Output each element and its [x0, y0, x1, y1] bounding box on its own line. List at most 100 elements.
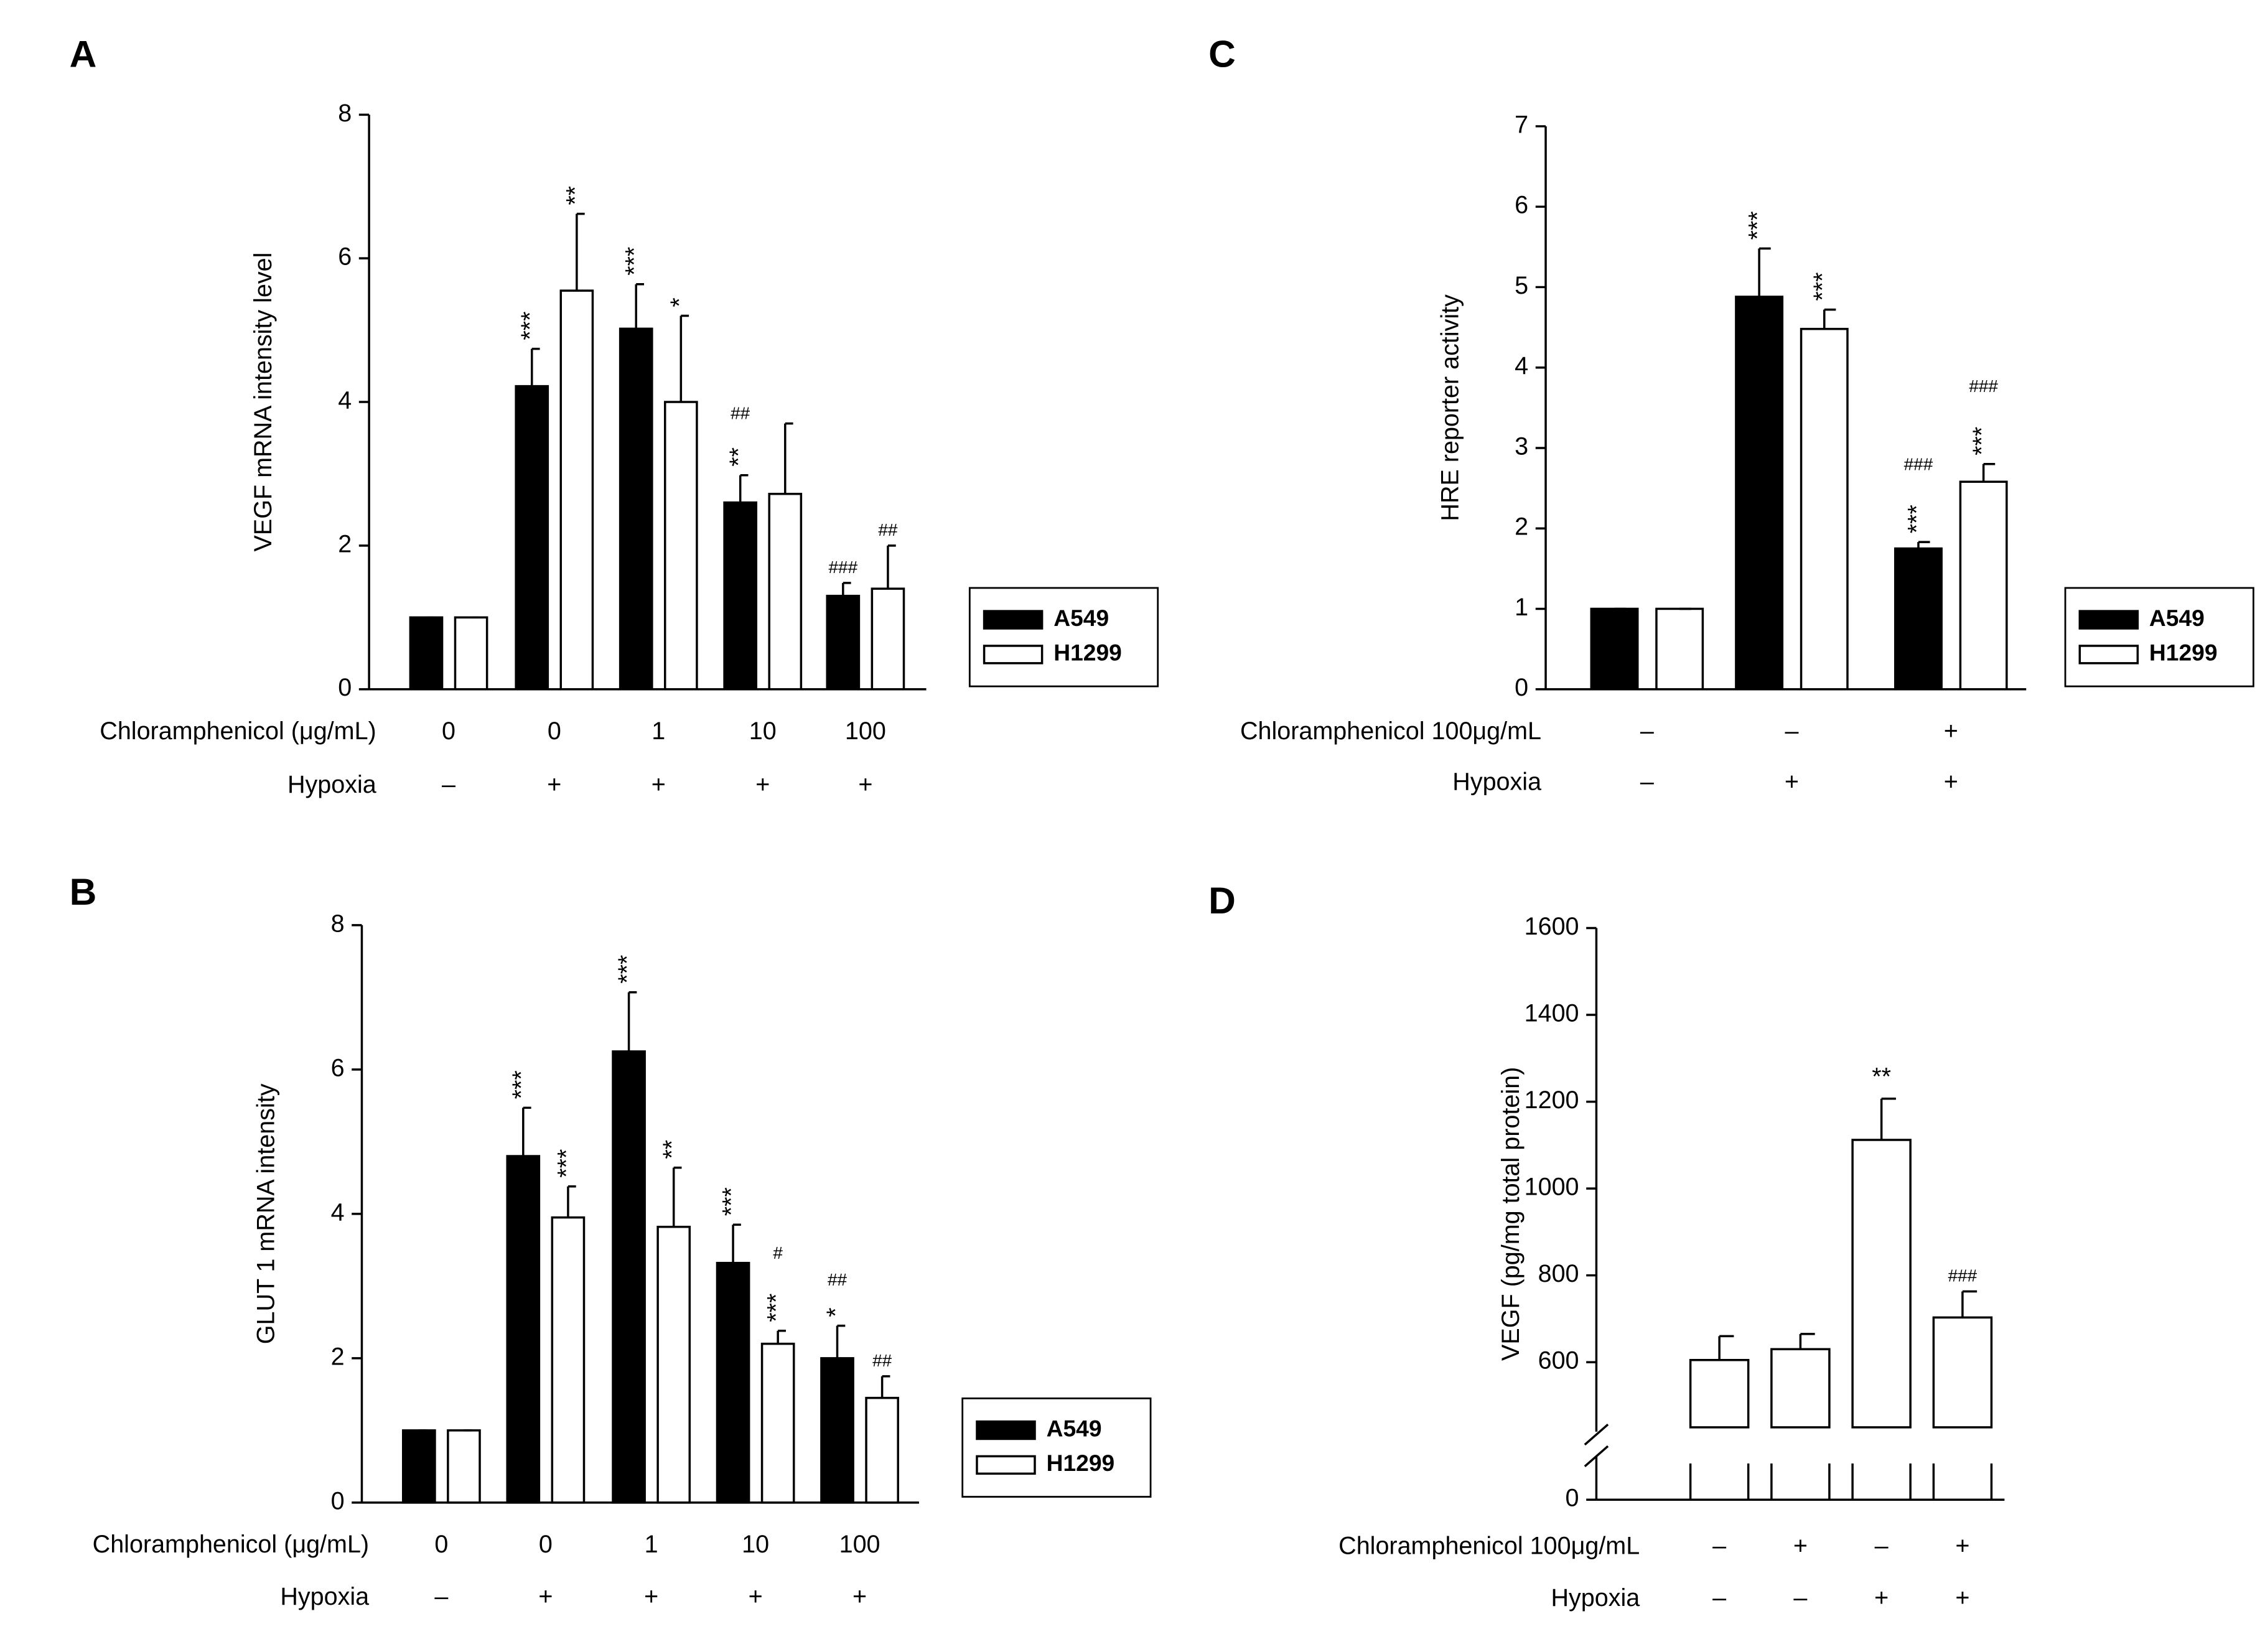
error-bar [1718, 1335, 1734, 1360]
bar [447, 1429, 481, 1504]
significance-mark: ### [829, 558, 858, 577]
condition-value: + [858, 771, 872, 798]
y-tick-label: 4 [338, 386, 352, 414]
condition-label: Chloramphenicol 100μg/mL [1338, 1532, 1640, 1559]
significance-mark: *** [1809, 273, 1836, 301]
y-tick-label: 600 [1538, 1347, 1579, 1374]
legend-box [968, 587, 1159, 688]
panel-label: D [1208, 879, 1236, 922]
y-tick-label: 6 [1515, 192, 1528, 219]
y-tick-label: 1400 [1525, 999, 1579, 1027]
bar [820, 1357, 854, 1504]
condition-value: + [1785, 768, 1799, 795]
bar [826, 594, 861, 691]
y-tick-label: 8 [331, 910, 345, 937]
y-tick-label: 0 [1566, 1485, 1579, 1512]
bar [768, 493, 803, 691]
bar [515, 385, 549, 691]
bar [1735, 296, 1784, 691]
significance-mark: *** [614, 955, 641, 984]
y-tick-label: 4 [331, 1198, 345, 1226]
condition-value: 100 [839, 1531, 880, 1558]
condition-value: – [1640, 717, 1654, 745]
error-bar [887, 544, 896, 589]
error-bar [1799, 1333, 1815, 1350]
bar [409, 616, 444, 691]
condition-value: 0 [548, 717, 561, 745]
significance-mark: ** [1872, 1063, 1891, 1091]
bar [1932, 1316, 1993, 1429]
condition-value: – [1793, 1584, 1807, 1612]
significance-mark: *** [717, 1187, 745, 1216]
y-tick-label: 4 [1515, 352, 1528, 380]
y-tick-label: 2 [338, 530, 352, 558]
legend-swatch [2078, 645, 2139, 665]
condition-value: + [852, 1583, 867, 1610]
error-bar [567, 1185, 576, 1218]
condition-value: 10 [742, 1531, 769, 1558]
legend-swatch [983, 610, 1044, 630]
condition-label: Hypoxia [1452, 768, 1541, 795]
condition-value: – [1785, 717, 1798, 745]
error-bar [672, 1166, 682, 1227]
bar [1590, 607, 1639, 691]
y-tick-label: 6 [331, 1054, 345, 1081]
legend-box [961, 1397, 1152, 1498]
y-tick-label: 0 [1515, 674, 1528, 701]
condition-value: – [1712, 1584, 1726, 1612]
y-axis-label: VEGF (pg/mg total protein) [1497, 1067, 1525, 1361]
legend-entry: H1299 [1053, 640, 1122, 666]
panel-label: C [1208, 32, 1236, 75]
error-bar [1758, 247, 1771, 297]
condition-value: 1 [651, 717, 665, 745]
error-bar [842, 582, 851, 596]
y-tick-label: 3 [1515, 432, 1528, 460]
bar [1894, 547, 1943, 691]
legend-entry: H1299 [1047, 1450, 1115, 1476]
legend-swatch [983, 645, 1044, 665]
y-tick-label: 1200 [1525, 1086, 1579, 1114]
significance-mark: ** [725, 447, 752, 467]
y-tick-label: 1000 [1525, 1174, 1579, 1201]
bar [506, 1155, 541, 1504]
y-axis-label: HRE reporter activity [1436, 294, 1464, 521]
bar [663, 401, 698, 691]
bar [402, 1429, 436, 1504]
bar [760, 1342, 795, 1504]
significance-mark: ### [1969, 376, 1998, 396]
condition-value: + [1874, 1584, 1889, 1612]
y-tick-label: 7 [1515, 111, 1528, 138]
legend-entry: H1299 [2149, 640, 2218, 666]
bar [612, 1050, 646, 1504]
bar [656, 1225, 691, 1504]
error-bar [1982, 463, 1996, 482]
significance-mark: *** [516, 312, 544, 340]
significance-mark: ## [828, 1270, 848, 1289]
bar [716, 1261, 750, 1504]
significance-mark: *** [1744, 211, 1772, 240]
error-bar [1917, 541, 1930, 549]
significance-mark: *** [1903, 505, 1930, 533]
y-tick-label: 2 [1515, 513, 1528, 541]
y-tick-label: 8 [338, 100, 352, 127]
condition-label: Chloramphenicol (μg/mL) [100, 717, 376, 745]
y-axis-label: VEGF mRNA intensity level [250, 253, 277, 552]
legend-entry: A549 [1053, 605, 1109, 631]
legend-entry: A549 [2149, 605, 2205, 631]
error-bar [635, 282, 645, 329]
y-tick-label: 1600 [1525, 913, 1579, 940]
axis-break [1584, 1423, 1609, 1446]
bar [1655, 607, 1704, 691]
legend-box [2064, 587, 2254, 688]
condition-value: – [1875, 1532, 1889, 1559]
bar [619, 327, 653, 691]
condition-value: + [1944, 768, 1958, 795]
significance-mark: ## [872, 1351, 892, 1370]
condition-value: + [538, 1583, 553, 1610]
error-bar [680, 314, 689, 403]
y-tick-label: 5 [1515, 272, 1528, 299]
condition-value: + [1955, 1584, 1969, 1612]
y-tick-label: 1 [1515, 594, 1528, 621]
